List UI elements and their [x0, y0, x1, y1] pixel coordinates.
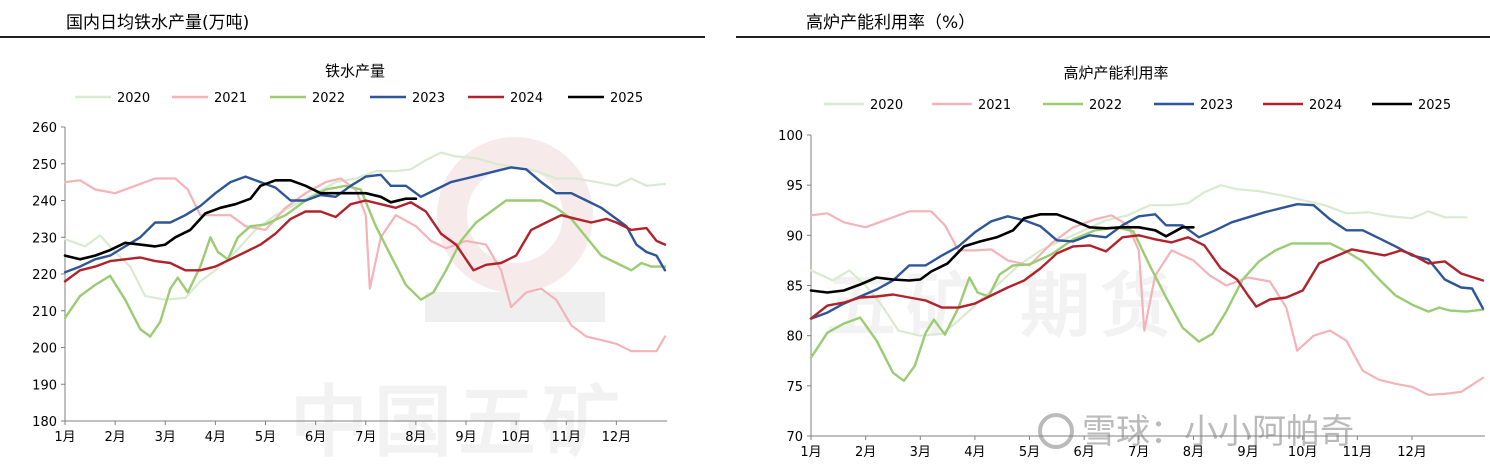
x-tick-label: 5月	[255, 430, 276, 445]
x-tick-label: 11月	[1343, 445, 1373, 460]
panel-iron-output: 国内日均铁水产量(万吨) 中国五矿 铁水产量 180 190 200 210 220 230…	[0, 0, 720, 474]
panel-blast-furnace-utilization: 高炉产能利用率（%） 五矿 期货 雪球：小小阿帕奇 高炉产能利用率 70 75 80 8…	[736, 0, 1490, 474]
legend-label-2020: 2020	[117, 91, 150, 106]
y-tick-label: 230	[32, 231, 57, 246]
watermark-logo	[425, 137, 605, 322]
y-tick-label: 90	[786, 229, 803, 244]
legend-label-2024: 2024	[510, 91, 543, 106]
x-tick-label: 4月	[205, 430, 226, 445]
x-tick-label: 3月	[910, 445, 931, 460]
chart-utilization: 高炉产能利用率 70 75 80 85 90 95 100 1月 2月 3月 4月 5月 6月 7月 8月 9月…	[778, 64, 1485, 460]
series-line-2022	[809, 226, 1485, 382]
series-line-2024	[809, 234, 1485, 320]
legend-label-2024: 2024	[1309, 98, 1342, 113]
x-tick-label: 10月	[501, 430, 531, 445]
legend-label-2021: 2021	[978, 98, 1011, 113]
y-tick-label: 75	[786, 380, 803, 395]
y-tick-label: 80	[786, 330, 803, 345]
x-tick-label: 8月	[1183, 445, 1204, 460]
series-line-2023	[63, 166, 667, 274]
legend-label-2020: 2020	[870, 98, 903, 113]
y-tick-label: 190	[32, 378, 57, 393]
x-tick-label: 6月	[305, 430, 326, 445]
legend-label-2022: 2022	[1089, 98, 1122, 113]
chart-title: 高炉产能利用率	[1063, 64, 1168, 82]
y-tick-label: 200	[32, 342, 57, 357]
section-title-utilization: 高炉产能利用率（%）	[806, 13, 976, 33]
y-tick-label: 70	[786, 430, 803, 445]
x-tick-label: 10月	[1288, 445, 1318, 460]
x-tick-label: 2月	[855, 445, 876, 460]
y-tick-label: 180	[32, 415, 57, 430]
x-tick-label: 6月	[1074, 445, 1095, 460]
y-tick-label: 240	[32, 195, 57, 210]
x-tick-label: 1月	[800, 445, 821, 460]
y-tick-label: 100	[778, 129, 803, 144]
x-tick-label: 12月	[1397, 445, 1427, 460]
chart-title: 铁水产量	[325, 62, 385, 80]
y-tick-label: 250	[32, 158, 57, 173]
series-line-2021	[809, 210, 1485, 396]
section-divider	[0, 36, 705, 38]
x-tick-label: 3月	[155, 430, 176, 445]
x-tick-label: 2月	[104, 430, 125, 445]
y-tick-label: 260	[32, 121, 57, 136]
series-line-2024	[63, 199, 667, 283]
x-tick-label: 8月	[405, 430, 426, 445]
x-tick-label: 4月	[964, 445, 985, 460]
legend-label-2022: 2022	[312, 91, 345, 106]
x-tick-label: 7月	[355, 430, 376, 445]
series-line-2021	[63, 177, 667, 353]
y-tick-label: 220	[32, 268, 57, 283]
legend-label-2021: 2021	[214, 91, 247, 106]
x-tick-label: 7月	[1128, 445, 1149, 460]
legend-label-2025: 2025	[610, 91, 643, 106]
series-line-2025	[809, 213, 1195, 294]
series-line-2025	[63, 179, 418, 261]
x-tick-label: 1月	[54, 430, 75, 445]
series-line-2020	[809, 184, 1468, 337]
x-tick-label: 9月	[455, 430, 476, 445]
section-divider	[736, 36, 1490, 38]
series-line-2020	[63, 151, 667, 301]
legend-label-2025: 2025	[1418, 98, 1451, 113]
x-tick-label: 11月	[551, 430, 581, 445]
y-tick-label: 95	[786, 179, 803, 194]
legend-label-2023: 2023	[412, 91, 445, 106]
x-tick-label: 12月	[602, 430, 632, 445]
x-tick-label: 5月	[1019, 445, 1040, 460]
series-line-2023	[809, 203, 1485, 320]
y-tick-label: 210	[32, 305, 57, 320]
chart-iron-output: 铁水产量 180 190 200 210 220 230 240 250 260 1月 2月 3月 4月 5…	[32, 62, 667, 445]
x-tick-label: 9月	[1237, 445, 1258, 460]
y-tick-label: 85	[786, 280, 803, 295]
section-title-iron-output: 国内日均铁水产量(万吨)	[66, 13, 250, 33]
legend-label-2023: 2023	[1200, 98, 1233, 113]
